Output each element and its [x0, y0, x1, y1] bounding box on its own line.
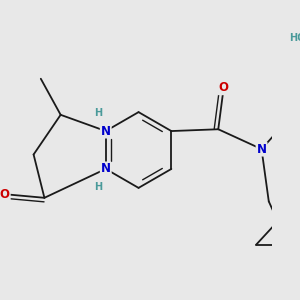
Text: N: N [101, 162, 111, 176]
Text: O: O [0, 188, 10, 201]
Text: H: H [94, 108, 103, 118]
Text: N: N [256, 142, 267, 156]
Text: N: N [101, 124, 111, 138]
Text: O: O [219, 81, 229, 94]
Text: HO: HO [289, 33, 300, 43]
Text: H: H [94, 182, 103, 192]
